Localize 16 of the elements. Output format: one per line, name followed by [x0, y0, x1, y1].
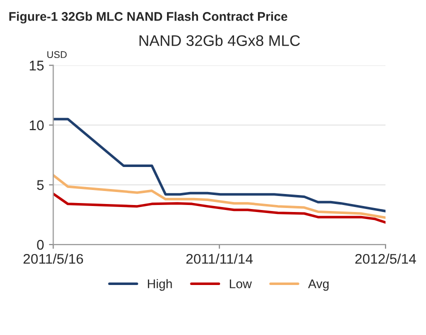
legend-label: High: [148, 279, 172, 291]
line-series: [53, 118, 386, 212]
y-tick-label: 15: [30, 60, 44, 70]
x-tick-label: 2011/5/16: [24, 254, 84, 264]
y-tick-label: 5: [37, 180, 44, 190]
chart-subtitle: NAND 32Gb 4Gx8 MLC: [140, 34, 300, 46]
x-tick-label: 2011/11/14: [186, 254, 253, 264]
y-axis-title: USD: [47, 51, 67, 58]
chart-title: Figure-1 32Gb MLC NAND Flash Contract Price: [9, 12, 288, 24]
legend-label: Avg: [308, 280, 329, 291]
y-tick-label: 10: [30, 120, 44, 130]
line-series: [53, 192, 386, 224]
legend-label: Low: [230, 280, 252, 288]
line-series: [53, 174, 386, 219]
y-tick-label: 0: [37, 240, 44, 250]
x-tick-label: 2012/5/14: [355, 254, 416, 264]
